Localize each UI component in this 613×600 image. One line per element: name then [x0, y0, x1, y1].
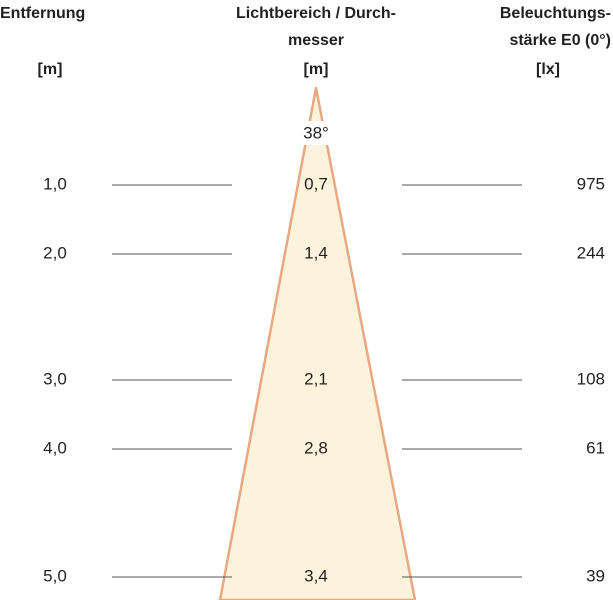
distance: 2,0 — [43, 243, 67, 262]
diameter: 2,1 — [304, 369, 328, 388]
distance: 4,0 — [43, 438, 67, 457]
header-unit: [m] — [38, 61, 63, 78]
diameter: 2,8 — [304, 438, 328, 457]
angle-label-background — [298, 121, 334, 145]
illuminance: 975 — [577, 174, 605, 193]
light-cone — [218, 86, 417, 600]
illuminance: 108 — [577, 369, 605, 388]
header-unit: [m] — [304, 61, 329, 78]
distance: 5,0 — [43, 566, 67, 585]
diameter: 1,4 — [304, 243, 328, 262]
diameter: 0,7 — [304, 174, 328, 193]
distance: 1,0 — [43, 174, 67, 193]
diameter: 3,4 — [304, 566, 328, 585]
distance: 3,0 — [43, 369, 67, 388]
header-text: messer — [288, 32, 344, 49]
header-text: Beleuchtungs- — [500, 5, 611, 22]
illuminance: 244 — [577, 243, 605, 262]
illuminance: 61 — [586, 438, 605, 457]
illuminance: 39 — [586, 566, 605, 585]
header-text: stärke E0 (0°) — [509, 32, 611, 49]
header-text: Lichtbereich / Durch- — [236, 5, 396, 22]
header-text: Entfernung — [0, 5, 85, 22]
beam-angle: 38° — [303, 123, 329, 142]
header-unit: [lx] — [536, 61, 560, 78]
